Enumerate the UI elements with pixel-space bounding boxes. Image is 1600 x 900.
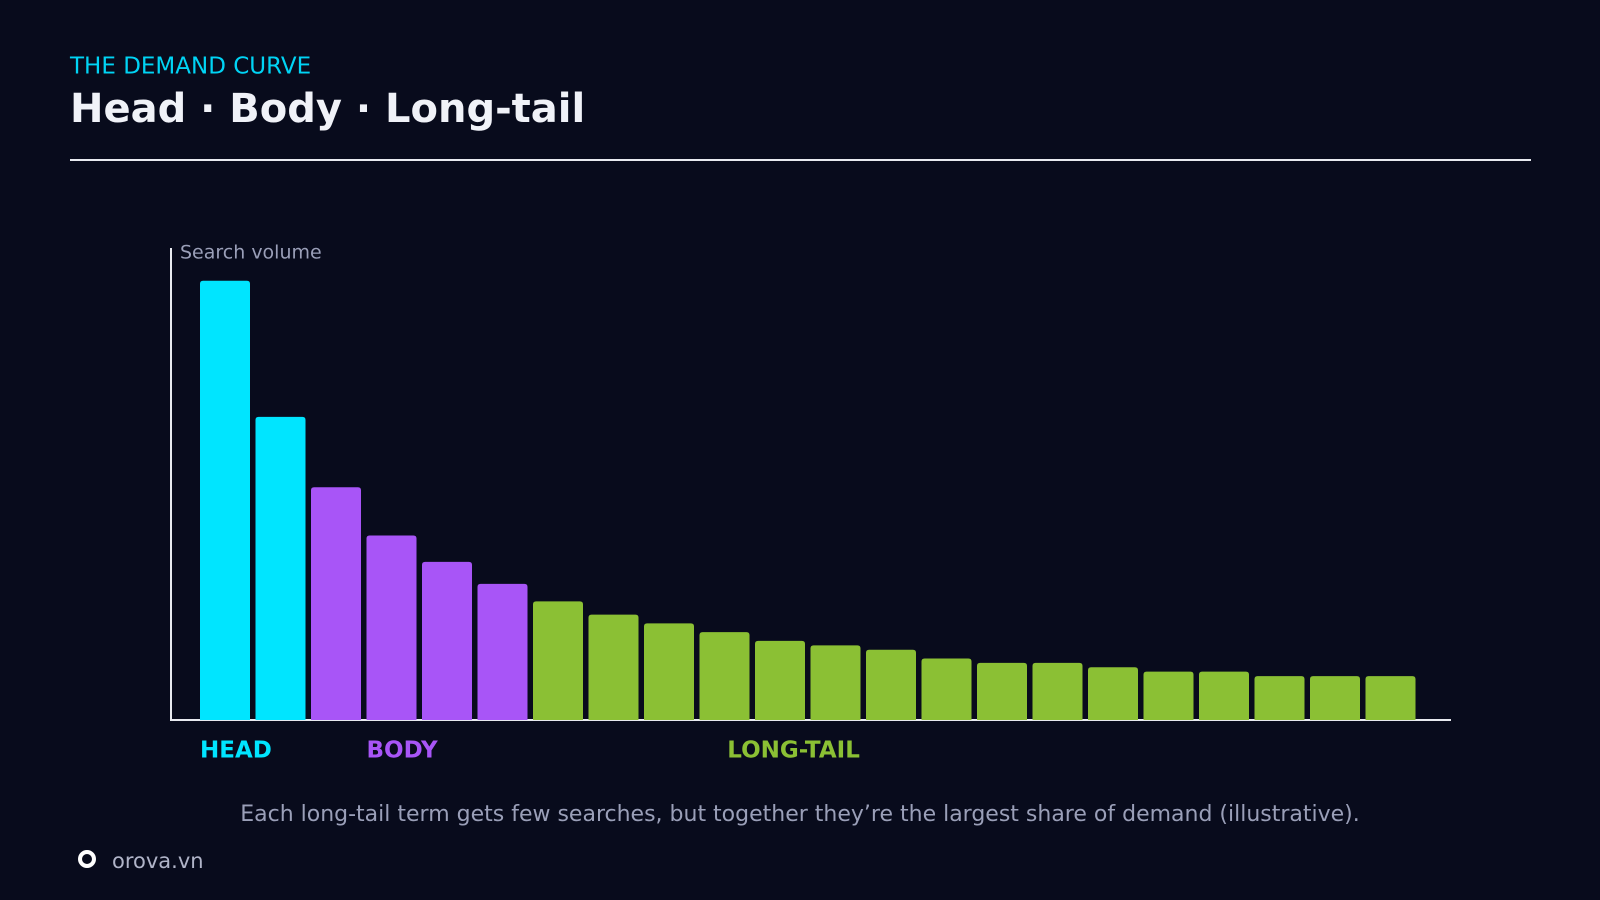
segment-label: BODY [367,738,439,764]
segment-label: HEAD [200,738,272,764]
bar [200,280,250,720]
bar [644,623,694,720]
bar [422,561,472,720]
segment-label: LONG-TAIL [727,738,860,764]
bar [810,645,861,720]
bar [755,640,805,720]
bar [366,535,417,720]
caption: Each long-tail term gets few searches, b… [240,802,1360,827]
bar [1143,671,1194,720]
bar [1254,676,1305,720]
bar [1365,676,1416,720]
bar [699,632,750,720]
brand: orova.vn [112,849,204,873]
bar [477,583,528,720]
bar [588,614,639,720]
brand-logo [78,850,96,868]
bar [866,649,916,720]
bar [921,658,972,720]
bar [255,416,306,720]
y-axis-label: Search volume [180,242,322,264]
bar [533,601,583,720]
bar [1032,662,1083,720]
bar [1310,676,1360,720]
bar [977,662,1027,720]
bar [311,487,361,720]
chart-title: Head · Body · Long-tail [70,86,585,132]
bar [1088,667,1138,720]
eyebrow: THE DEMAND CURVE [69,54,311,80]
bar [1199,671,1249,720]
